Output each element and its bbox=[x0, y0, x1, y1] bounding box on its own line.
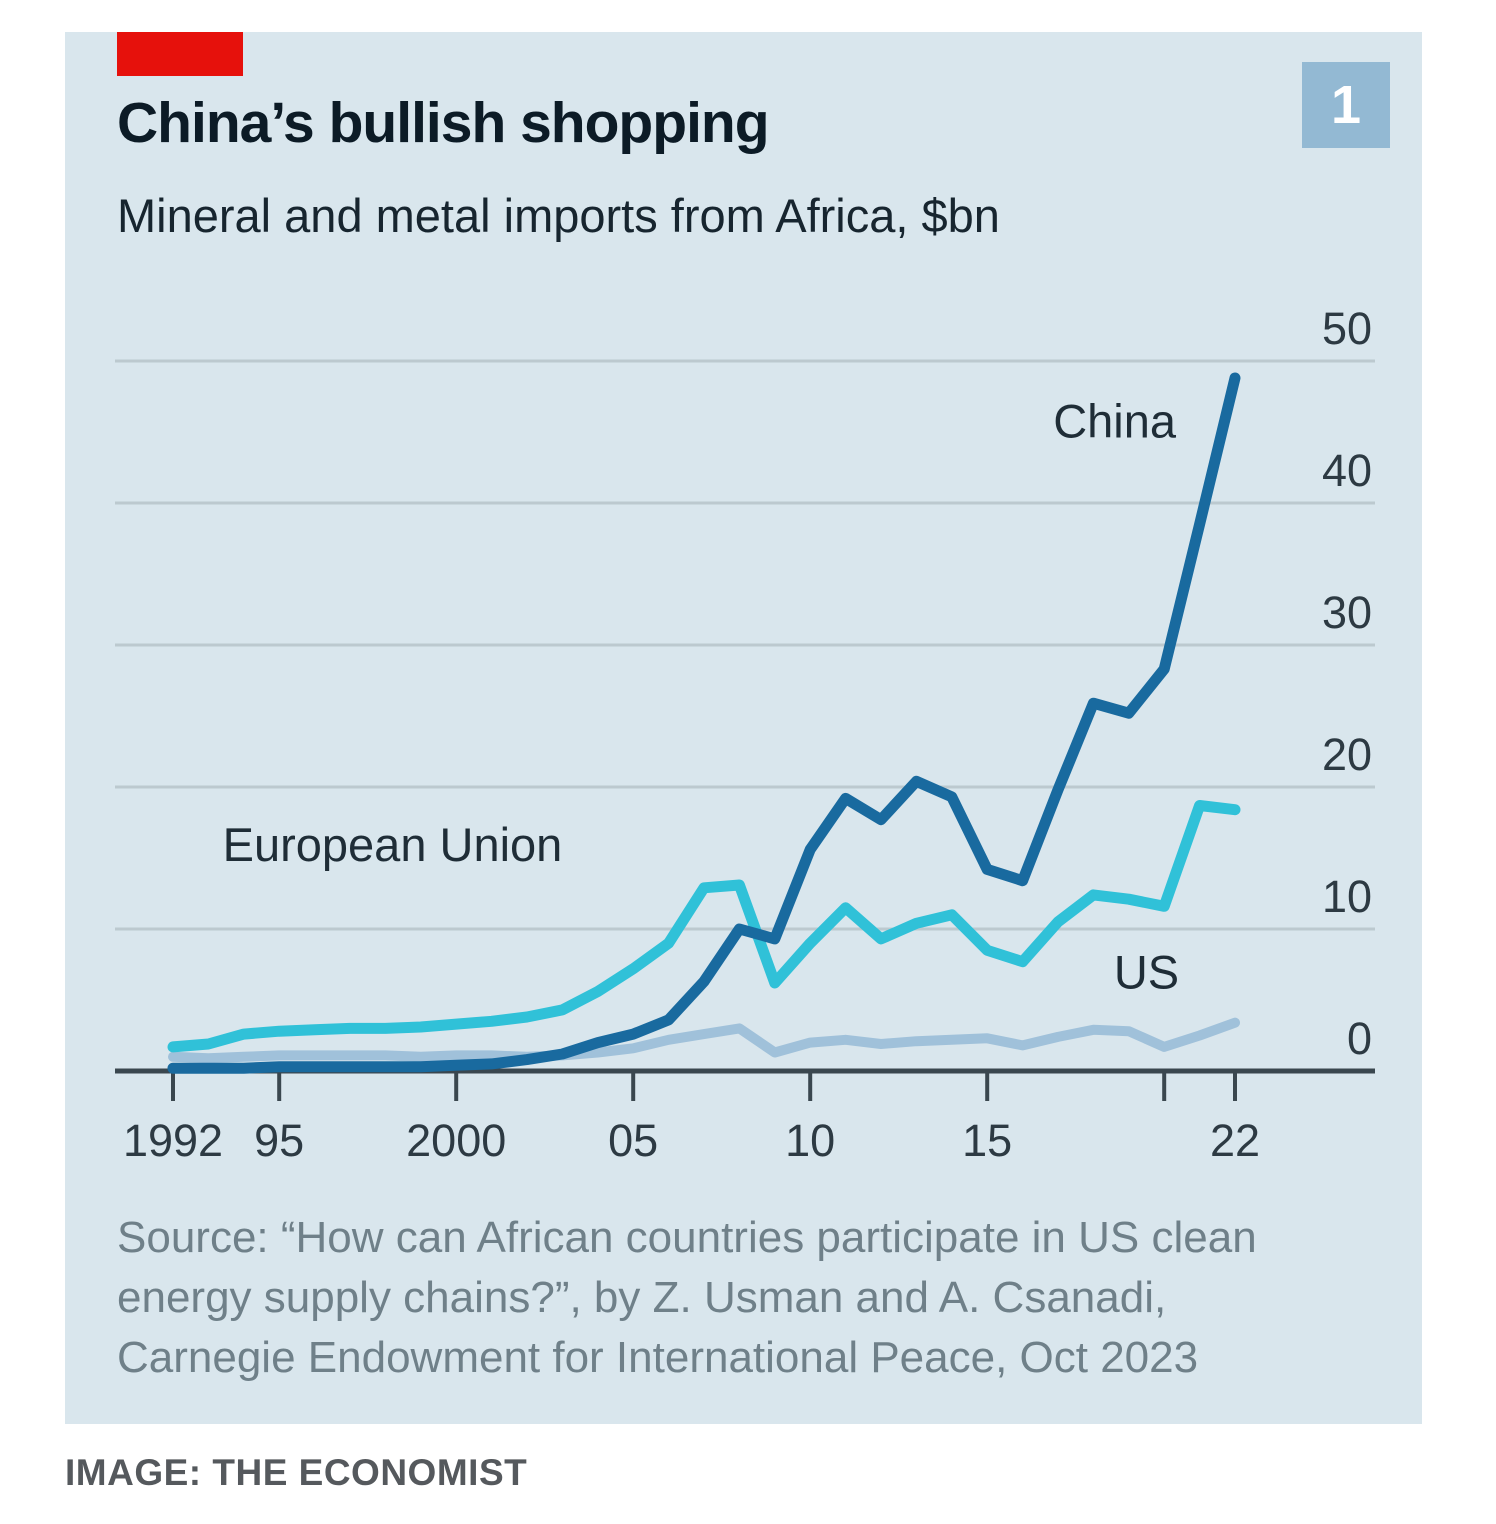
y-tick-label-0: 0 bbox=[1347, 1013, 1372, 1064]
chart-title: China’s bullish shopping bbox=[117, 91, 770, 155]
series-label-eu: European Union bbox=[223, 818, 563, 871]
chart-card: 1 China’s bullish shopping Mineral and m… bbox=[65, 32, 1422, 1424]
x-tick-label-2022: 22 bbox=[1210, 1115, 1260, 1166]
series-line-us bbox=[168, 1017, 1240, 1064]
figure-number: 1 bbox=[1330, 75, 1362, 135]
source-line: Carnegie Endowment for International Pea… bbox=[117, 1333, 1199, 1382]
x-tick-label-2010: 10 bbox=[785, 1115, 835, 1166]
y-tick-label-50: 50 bbox=[1322, 303, 1372, 354]
chart-subtitle: Mineral and metal imports from Africa, $… bbox=[117, 189, 1000, 242]
y-tick-label-10: 10 bbox=[1322, 871, 1372, 922]
source-line: energy supply chains?”, by Z. Usman and … bbox=[117, 1273, 1167, 1322]
x-tick-label-2005: 05 bbox=[608, 1115, 658, 1166]
red-accent-tab bbox=[117, 32, 243, 76]
series-label-china: China bbox=[1053, 395, 1177, 448]
series-line-eu bbox=[167, 800, 1241, 1053]
y-tick-label-20: 20 bbox=[1322, 729, 1372, 780]
series-label-us: US bbox=[1114, 946, 1179, 999]
y-tick-label-40: 40 bbox=[1322, 445, 1372, 496]
y-tick-label-30: 30 bbox=[1322, 587, 1372, 638]
x-tick-label-1995: 95 bbox=[254, 1115, 304, 1166]
x-tick-label-2015: 15 bbox=[962, 1115, 1012, 1166]
series-line-china bbox=[167, 372, 1241, 1074]
x-tick-label-2000: 2000 bbox=[406, 1115, 506, 1166]
source-line: Source: “How can African countries parti… bbox=[117, 1213, 1257, 1262]
chart-canvas: 0 10 20 30 40 50 1992 95 2000 05 10 15 22 China Europe… bbox=[115, 303, 1375, 1166]
source-note: Source: “How can African countries parti… bbox=[117, 1208, 1257, 1388]
image-credit: IMAGE: THE ECONOMIST bbox=[65, 1452, 528, 1493]
x-tick-label-1992: 1992 bbox=[123, 1115, 223, 1166]
figure-number-badge: 1 bbox=[1302, 62, 1390, 148]
